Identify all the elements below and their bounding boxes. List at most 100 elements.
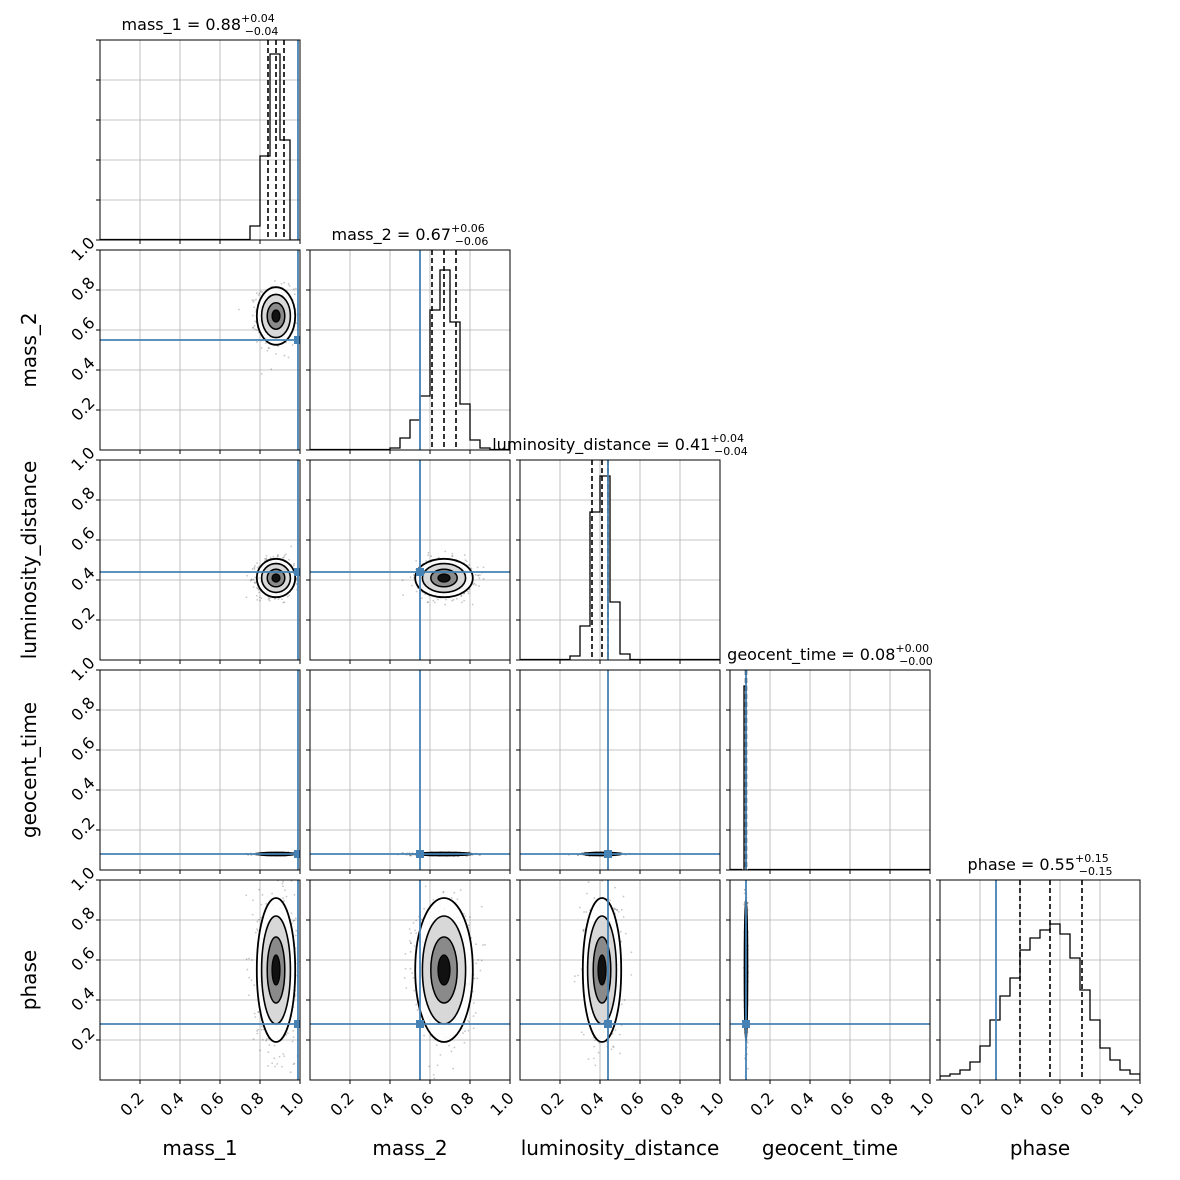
sample-point [295, 322, 298, 325]
sample-point [280, 283, 283, 285]
sample-point [283, 354, 286, 357]
sample-point [253, 984, 256, 987]
sample-point [256, 598, 259, 601]
sample-point [254, 564, 256, 567]
sample-point [294, 934, 297, 937]
y-tick-label: 0.2 [67, 603, 98, 634]
sample-point [476, 566, 479, 569]
sample-point [265, 558, 268, 561]
sample-point [256, 929, 259, 932]
sample-point [250, 959, 253, 961]
sample-point [267, 598, 270, 601]
sample-point [409, 576, 412, 579]
sample-point [477, 574, 479, 577]
y-axis-label-luminosity_distance: luminosity_distance [17, 461, 41, 660]
sample-point [251, 314, 254, 317]
sample-point [264, 342, 267, 345]
histogram-mass_1 [249, 53, 300, 240]
sample-point [293, 293, 296, 296]
panel-frame [99, 249, 301, 451]
title-minus: −0.00 [899, 655, 933, 668]
sample-point [305, 573, 307, 575]
sample-point [478, 577, 481, 580]
sample-point [268, 599, 271, 602]
sample-point [285, 553, 287, 556]
sample-point [452, 598, 455, 601]
panel-frame [309, 249, 511, 451]
sample-point [292, 1063, 295, 1066]
sample-point [257, 588, 260, 591]
sample-point [237, 308, 240, 311]
sample-point [401, 579, 404, 582]
sample-point [286, 1032, 289, 1035]
sample-point [288, 284, 291, 287]
sample-point [291, 344, 294, 346]
panel-frame [519, 459, 721, 661]
panel-frame [99, 669, 301, 871]
sample-point [253, 581, 256, 584]
sample-point [267, 347, 270, 350]
panel-content [310, 670, 510, 870]
sample-point [437, 598, 439, 601]
sample-point [294, 993, 297, 996]
sample-point [463, 599, 466, 602]
sample-point [283, 554, 286, 557]
sample-point [253, 299, 255, 302]
sample-point [255, 298, 257, 301]
sample-point [451, 599, 454, 602]
sample-point [261, 1038, 264, 1041]
y-tick-label: 0.6 [67, 523, 98, 554]
sample-point [260, 916, 263, 919]
y-tick-label: 0.2 [67, 393, 98, 424]
histogram-mass_2 [389, 269, 491, 450]
sample-point [286, 595, 289, 598]
sample-point [261, 291, 264, 293]
sample-point [273, 280, 276, 282]
sample-point [281, 557, 284, 559]
sample-point [259, 290, 262, 293]
sample-point [301, 325, 303, 327]
sample-point [248, 957, 250, 960]
sample-point [292, 564, 295, 567]
panel-content [100, 460, 307, 660]
panel-content [100, 670, 300, 870]
density-peak [271, 573, 281, 583]
truth-marker [294, 850, 300, 858]
sample-point [255, 594, 258, 597]
panel-content [100, 880, 300, 1080]
sample-point [287, 356, 290, 359]
title-name: luminosity_distance [492, 435, 651, 455]
title-mass_2: mass_2 = 0.67+0.06 −0.06 [332, 222, 489, 248]
density-peak [437, 573, 451, 583]
sample-point [245, 596, 248, 599]
y-tick-label: 0.2 [67, 813, 98, 844]
sample-point [255, 341, 258, 343]
panel-frame [519, 669, 721, 871]
sample-point [258, 591, 260, 594]
sample-point [470, 567, 473, 570]
sample-point [410, 584, 413, 587]
panel-mass_2-vs-luminosity_distance [306, 459, 511, 664]
panel-frame [309, 459, 511, 661]
title-plus: +0.04 [241, 12, 275, 25]
sample-point [430, 555, 433, 558]
sample-point [281, 882, 284, 885]
sample-point [254, 582, 257, 584]
panel-luminosity_distance-vs-geocent_time [516, 669, 721, 874]
y-tick-label: 1.0 [67, 443, 98, 474]
title-median: 0.41 [675, 435, 711, 454]
sample-point [472, 583, 475, 586]
sample-point [259, 599, 261, 602]
title-mass_1: mass_1 = 0.88+0.04 −0.04 [122, 12, 279, 38]
sample-point [258, 292, 261, 295]
sample-point [254, 576, 257, 579]
sample-point [265, 557, 268, 560]
sample-point [265, 554, 268, 557]
sample-point [251, 568, 254, 570]
sample-point [265, 1038, 268, 1040]
sample-point [301, 331, 303, 333]
sample-point [260, 1028, 263, 1031]
